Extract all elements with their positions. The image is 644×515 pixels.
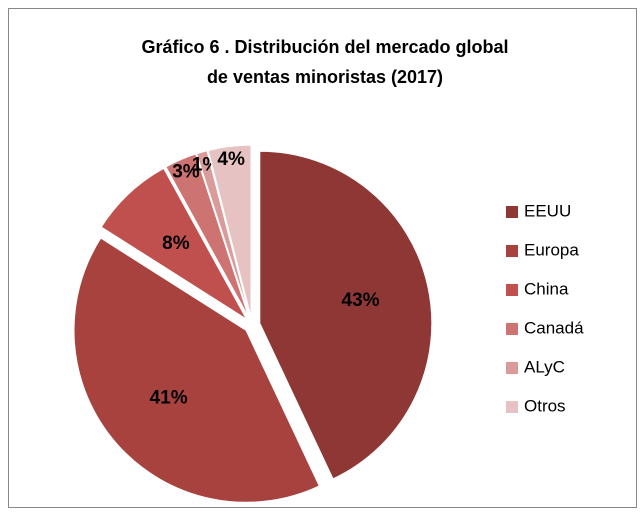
legend-label: ALyC xyxy=(524,357,565,376)
legend-label: Europa xyxy=(524,240,579,259)
legend-label: Canadá xyxy=(524,318,584,337)
data-label: 41% xyxy=(150,388,188,409)
legend-swatch xyxy=(506,284,518,296)
chart-title: de ventas minoristas (2017) xyxy=(207,67,443,87)
data-label: 3% xyxy=(172,161,200,182)
legend-swatch xyxy=(506,206,518,218)
legend-swatch xyxy=(506,401,518,413)
pie-slice xyxy=(207,144,252,318)
legend-swatch xyxy=(506,362,518,374)
pie-slice xyxy=(259,150,433,480)
pie-slice xyxy=(73,237,320,503)
legend-swatch xyxy=(506,323,518,335)
chart-title: Gráfico 6 . Distribución del mercado glo… xyxy=(141,37,508,57)
legend-label: Otros xyxy=(524,396,566,415)
data-label: 43% xyxy=(342,290,380,311)
legend-swatch xyxy=(506,245,518,257)
pie-slice xyxy=(195,150,251,318)
pie-slice xyxy=(100,167,247,320)
legend-label: China xyxy=(524,279,569,298)
data-label: 8% xyxy=(162,233,190,254)
data-label: 4% xyxy=(217,149,245,170)
legend-label: EEUU xyxy=(524,201,571,220)
pie-slice xyxy=(165,153,250,318)
